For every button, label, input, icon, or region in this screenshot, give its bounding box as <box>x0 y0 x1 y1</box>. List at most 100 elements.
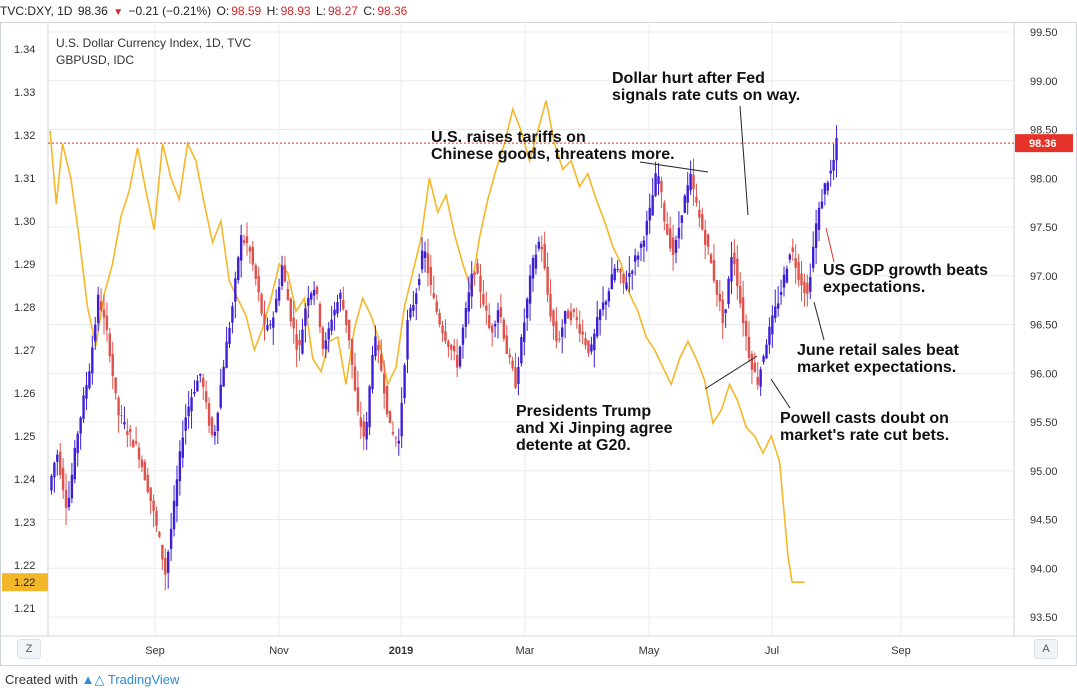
right-axis-tick: 99.50 <box>1030 27 1058 39</box>
candle-body <box>190 397 193 412</box>
candle-body <box>730 257 733 282</box>
candle-body <box>152 500 155 511</box>
price-chart[interactable]: 99.50 99.00 98.50 98.00 97.50 97.00 96.50 96.00… <box>0 22 1077 666</box>
left-axis-tick: 1.28 <box>14 302 35 314</box>
candle-body <box>321 327 325 349</box>
candle-body <box>727 278 730 305</box>
left-axis-tick: 1.33 <box>14 87 35 99</box>
candle-body <box>359 417 363 427</box>
candle-body <box>520 337 523 364</box>
candle-body <box>774 306 777 319</box>
candle-body <box>619 269 622 273</box>
candle-body <box>239 235 243 261</box>
candle-body <box>596 316 599 337</box>
candle-body <box>248 247 252 252</box>
candle-body <box>741 297 745 324</box>
right-axis-tick: 94.00 <box>1030 563 1058 575</box>
candle-body <box>193 391 196 394</box>
candle-body <box>231 306 234 323</box>
candle-body <box>806 282 809 294</box>
candle-body <box>277 287 281 301</box>
candle-body <box>782 274 786 288</box>
symbol-name[interactable]: TVC:DXY, 1D <box>0 4 73 18</box>
candle-body <box>312 289 316 296</box>
candle-body <box>607 291 611 302</box>
candle-body <box>178 451 182 482</box>
candle-body <box>146 474 149 492</box>
candle-body <box>622 273 625 284</box>
candle-body <box>435 301 438 313</box>
candle-body <box>633 255 637 262</box>
candle-body <box>269 324 272 326</box>
tradingview-brand[interactable]: TradingView <box>107 672 180 687</box>
candle-body <box>692 174 695 190</box>
low-label: L: <box>315 4 326 18</box>
candle-body <box>158 532 161 537</box>
candle-body <box>747 336 751 359</box>
candle-body <box>785 268 789 283</box>
left-axis-tick: 1.21 <box>14 603 35 615</box>
right-axis-tick: 96.00 <box>1030 368 1058 380</box>
candle-body <box>219 384 222 408</box>
left-axis-tick: 1.27 <box>14 345 35 357</box>
dxy-candles <box>50 125 838 591</box>
left-axis-tick: 1.34 <box>14 44 35 56</box>
right-axis-tick: 98.50 <box>1030 125 1058 137</box>
candle-body <box>680 215 684 223</box>
candle-body <box>739 285 742 304</box>
candle-body <box>164 557 167 575</box>
candle-body <box>353 366 357 391</box>
candle-body <box>610 274 614 290</box>
candle-body <box>566 310 570 319</box>
candle-body <box>345 310 348 326</box>
candle-body <box>800 273 803 286</box>
candle-body <box>368 386 371 428</box>
candle-body <box>654 173 657 196</box>
auto-scale-button[interactable]: A <box>1034 639 1058 659</box>
candle-body <box>169 528 173 550</box>
right-axis-tick: 94.50 <box>1030 515 1058 527</box>
candle-body <box>604 301 608 305</box>
candle-body <box>490 325 494 333</box>
candle-body <box>420 250 424 270</box>
candle-body <box>53 462 56 478</box>
candle-body <box>400 402 403 437</box>
candle-body <box>207 403 211 426</box>
candle-body <box>701 214 704 230</box>
candle-body <box>753 362 757 372</box>
candle-body <box>85 385 88 399</box>
candle-body <box>561 327 564 337</box>
candle-body <box>715 280 719 295</box>
candle-body <box>292 317 295 329</box>
footer: Created with ▲△ TradingView <box>5 672 179 688</box>
candle-body <box>280 265 284 287</box>
candle-body <box>126 431 129 436</box>
candle-body <box>234 278 237 302</box>
candle-body <box>616 269 619 271</box>
candle-body <box>791 247 794 252</box>
candle-body <box>651 195 654 216</box>
annotation-text: Dollar hurt after Fed <box>612 70 765 87</box>
candle-body <box>587 340 590 354</box>
candle-body <box>724 309 727 314</box>
candle-body <box>350 338 354 365</box>
candle-body <box>666 223 669 235</box>
candle-body <box>450 345 453 350</box>
candle-body <box>251 246 255 265</box>
candle-body <box>117 397 120 416</box>
candle-body <box>73 447 77 480</box>
candle-body <box>199 374 202 376</box>
candle-body <box>111 354 114 376</box>
candle-body <box>266 325 269 330</box>
candle-body <box>371 355 374 390</box>
candle-body <box>639 243 643 248</box>
log-scale-button[interactable]: Z <box>17 639 41 659</box>
annotation-text: signals rate cuts on way. <box>612 87 800 104</box>
candle-body <box>96 294 100 324</box>
candle-body <box>581 331 584 335</box>
candle-body <box>298 339 301 345</box>
candle-body <box>668 228 672 249</box>
right-axis-tick: 95.00 <box>1030 466 1058 478</box>
left-axis-tick: 1.23 <box>14 517 35 529</box>
candle-body <box>771 315 774 335</box>
